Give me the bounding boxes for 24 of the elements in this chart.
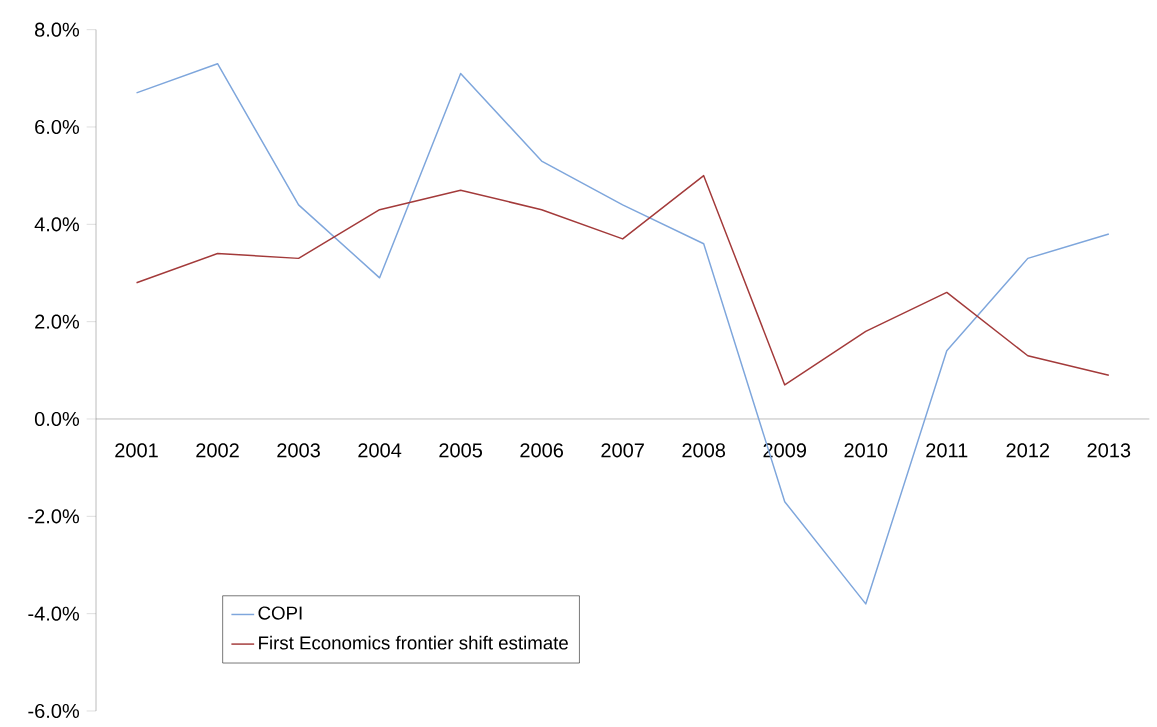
x-tick-label: 2001 — [115, 443, 158, 458]
x-tick-label: 2008 — [682, 443, 726, 458]
x-tick-label: 2006 — [520, 443, 564, 458]
y-tick-label: 4.0% — [34, 217, 80, 232]
x-tick-label: 2004 — [358, 443, 402, 458]
legend-label: COPI — [258, 606, 302, 620]
x-tick-label: 2005 — [439, 443, 483, 458]
x-tick-label: 2002 — [196, 443, 239, 458]
x-tick-label: 2007 — [601, 443, 644, 458]
x-tick-label: 2009 — [763, 443, 806, 458]
y-tick-label: 2.0% — [35, 314, 80, 329]
y-tick-label: -2.0% — [28, 509, 80, 524]
y-tick-label: 6.0% — [35, 119, 80, 135]
x-tick-label: 2003 — [277, 443, 320, 458]
y-tick-label: -4.0% — [28, 606, 80, 621]
line-series — [135, 174, 1110, 386]
x-tick-label: 2013 — [1087, 443, 1131, 458]
legend-label: First Economics frontier shift estimate — [259, 635, 568, 650]
y-tick-label: 8.0% — [35, 22, 80, 37]
y-tick-label: 0.0% — [34, 411, 80, 427]
y-tick-label: -6.0% — [28, 703, 80, 719]
x-tick-label: 2011 — [926, 443, 968, 458]
x-tick-label: 2012 — [1006, 443, 1050, 458]
x-tick-label: 2010 — [844, 443, 888, 458]
